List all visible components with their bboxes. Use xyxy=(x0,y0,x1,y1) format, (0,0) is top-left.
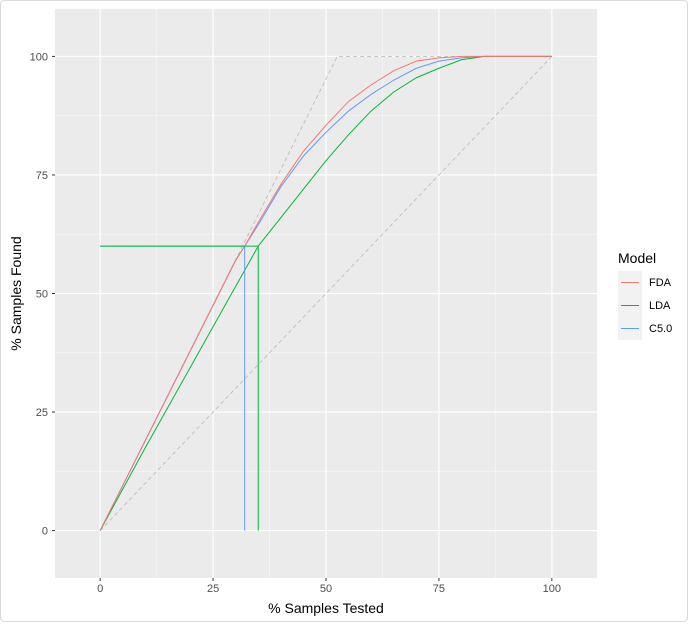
legend-label-fda: FDA xyxy=(649,277,672,289)
series-line-fda xyxy=(99,55,552,531)
y-axis-ticks: 0 25 50 75 100 xyxy=(30,51,55,538)
cutoff-lines xyxy=(100,245,259,531)
y-tick-label: 25 xyxy=(36,407,48,419)
series-lines xyxy=(99,55,552,531)
legend-label-c5-0: C5.0 xyxy=(649,323,672,335)
y-tick-label: 50 xyxy=(36,289,48,301)
x-tick-label: 50 xyxy=(320,583,332,595)
legend: Model FDA LDA C5.0 xyxy=(618,250,672,340)
y-tick-label: 75 xyxy=(36,170,48,182)
legend-label-lda: LDA xyxy=(649,300,671,312)
y-tick-label: 100 xyxy=(30,51,48,63)
y-tick-label: 0 xyxy=(42,526,48,538)
x-axis-ticks: 0 25 50 75 100 xyxy=(97,578,561,595)
major-gridlines xyxy=(55,9,597,578)
x-tick-label: 0 xyxy=(97,583,103,595)
series-line-lda xyxy=(99,55,552,531)
x-tick-label: 25 xyxy=(207,583,219,595)
x-tick-label: 100 xyxy=(543,583,561,595)
y-axis-title: % Samples Found xyxy=(8,236,24,350)
x-axis-title: % Samples Tested xyxy=(268,600,384,616)
legend-title: Model xyxy=(618,250,656,266)
x-tick-label: 75 xyxy=(433,583,445,595)
